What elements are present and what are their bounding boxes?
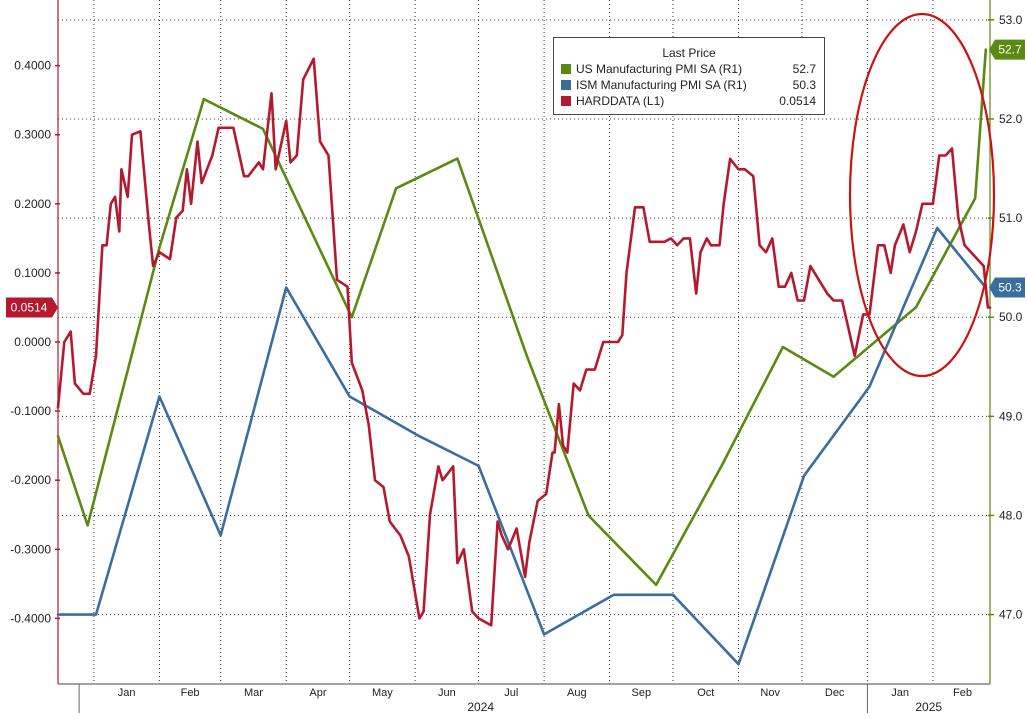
left-axis-tick-label: -0.2000 bbox=[10, 473, 51, 487]
x-axis-year-label: 2024 bbox=[467, 700, 494, 713]
last-value-tag-ism-pmi-box bbox=[989, 277, 1025, 298]
series-line-1 bbox=[56, 226, 988, 666]
series-lines bbox=[56, 48, 992, 666]
x-axis-year-label: 2025 bbox=[915, 700, 942, 713]
x-axis-month-label: Mar bbox=[244, 687, 263, 699]
left-axis-tick-label: -0.3000 bbox=[10, 542, 51, 556]
x-axis-month-label: Apr bbox=[309, 687, 326, 699]
last-value-tag-harddata-text: 0.0514 bbox=[11, 300, 48, 314]
last-value-tag-us-pmi-box bbox=[989, 39, 1025, 60]
right-axis-tick-label: 53.0 bbox=[999, 13, 1023, 27]
x-axis-month-label: Aug bbox=[567, 687, 587, 699]
x-axis-month-label: Dec bbox=[825, 687, 845, 699]
gridlines bbox=[58, 0, 990, 684]
legend-entry-name: US Manufacturing PMI SA (R1) bbox=[576, 62, 743, 76]
legend-title: Last Price bbox=[662, 46, 716, 60]
annotation-ellipse bbox=[848, 12, 996, 378]
legend-entry-harddata: HARDDATA (L1) 0.0514 bbox=[561, 94, 816, 109]
axes bbox=[55, 0, 994, 714]
x-axis-month-label: Feb bbox=[953, 687, 972, 699]
left-axis-tick-label: 0.0000 bbox=[14, 335, 51, 349]
x-axis-month-label: May bbox=[372, 687, 393, 699]
legend-entry-value: 52.7 bbox=[792, 62, 816, 76]
series-line-2 bbox=[56, 57, 992, 627]
legend-swatch bbox=[561, 64, 571, 74]
last-value-tag-ism-pmi: 50.3 bbox=[989, 277, 1025, 298]
left-axis-tick-label: 0.2000 bbox=[14, 197, 51, 211]
last-value-tag-harddata-box bbox=[6, 297, 58, 318]
x-axis-month-label: Sep bbox=[632, 687, 652, 699]
legend-entry-name: ISM Manufacturing PMI SA (R1) bbox=[576, 78, 747, 92]
legend-entry-value: 50.3 bbox=[792, 78, 816, 92]
right-axis-tick-label: 51.0 bbox=[999, 211, 1023, 225]
last-value-tag-ism-pmi-text: 50.3 bbox=[998, 280, 1022, 294]
x-axis-month-label: Jan bbox=[891, 687, 909, 699]
x-axis-month-label: Jan bbox=[118, 687, 136, 699]
x-axis-month-label: Oct bbox=[697, 687, 714, 699]
series-line-0 bbox=[56, 48, 988, 587]
left-axis-tick-label: -0.4000 bbox=[10, 611, 51, 625]
legend-entry-name: HARDDATA (L1) bbox=[576, 94, 665, 108]
left-axis-tick-label: 0.3000 bbox=[14, 128, 51, 142]
right-axis-tick-label: 52.0 bbox=[999, 112, 1023, 126]
legend-swatch bbox=[561, 96, 571, 106]
last-value-tag-us-pmi: 52.7 bbox=[989, 39, 1025, 60]
legend-swatch bbox=[561, 80, 571, 90]
left-axis-tick-label: -0.1000 bbox=[10, 404, 51, 418]
last-value-tag-us-pmi-text: 52.7 bbox=[998, 43, 1022, 57]
right-axis-tick-label: 48.0 bbox=[999, 508, 1023, 522]
annotations bbox=[848, 12, 996, 378]
x-axis-month-label: Jun bbox=[438, 687, 456, 699]
x-axis-month-label: Nov bbox=[760, 687, 780, 699]
axis-labels: 0.4000 0.3000 0.2000 0.1000 0.0000 -0.1000 -0.… bbox=[6, 13, 1025, 714]
left-axis-tick-label: 0.4000 bbox=[14, 59, 51, 73]
left-axis-tick-label: 0.1000 bbox=[14, 266, 51, 280]
x-axis-month-label: Jul bbox=[504, 687, 518, 699]
legend: Last Price US Manufacturing PMI SA (R1) … bbox=[553, 37, 825, 115]
legend-entry-us-pmi: US Manufacturing PMI SA (R1) 52.7 bbox=[561, 62, 816, 77]
legend-entry-value: 0.0514 bbox=[779, 94, 816, 108]
last-value-tag-harddata: 0.0514 bbox=[6, 297, 58, 318]
right-axis-tick-label: 49.0 bbox=[999, 409, 1023, 423]
right-axis-tick-label: 47.0 bbox=[999, 608, 1023, 622]
right-axis-tick-label: 50.0 bbox=[999, 310, 1023, 324]
x-axis-month-label: Feb bbox=[181, 687, 200, 699]
legend-entry-ism-pmi: ISM Manufacturing PMI SA (R1) 50.3 bbox=[561, 78, 816, 93]
